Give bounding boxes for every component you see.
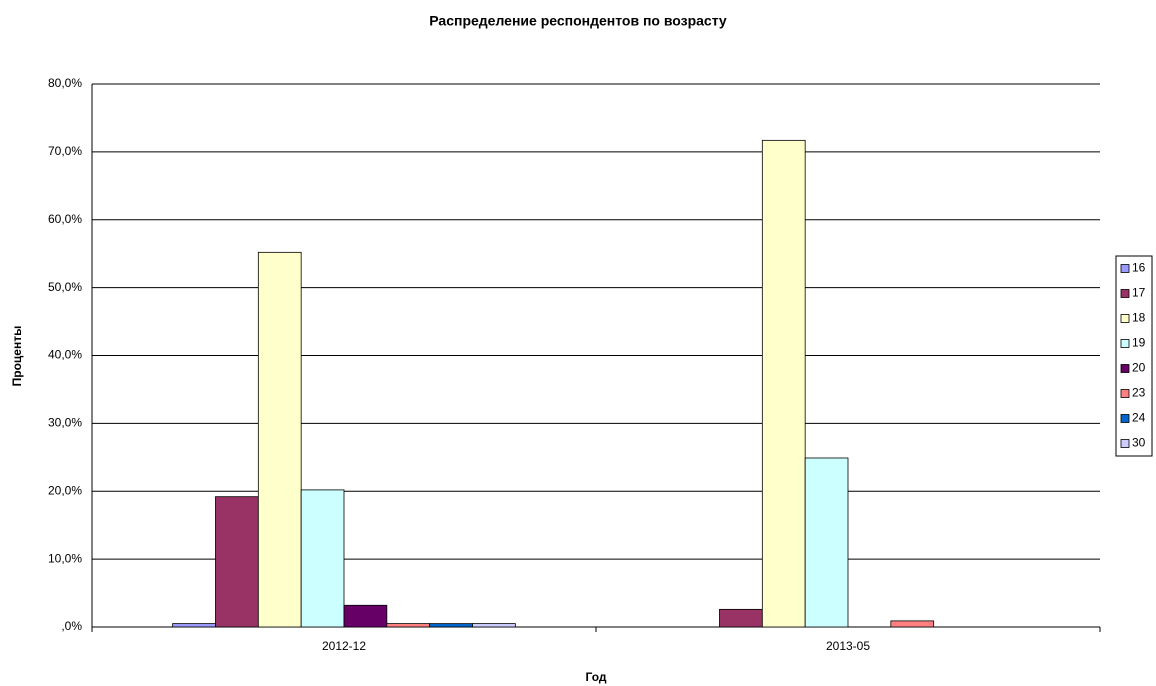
y-tick-label: 60,0% bbox=[48, 212, 82, 226]
legend-label: 23 bbox=[1132, 386, 1146, 400]
legend-label: 17 bbox=[1132, 286, 1146, 300]
legend-swatch bbox=[1120, 289, 1130, 298]
y-tick-label: 40,0% bbox=[48, 348, 82, 362]
bar bbox=[215, 496, 259, 628]
legend-label: 24 bbox=[1132, 411, 1146, 425]
legend-label: 30 bbox=[1132, 436, 1146, 450]
bar bbox=[890, 620, 935, 628]
y-tick-label: 80,0% bbox=[48, 76, 82, 90]
bar bbox=[429, 623, 473, 628]
bar bbox=[172, 623, 216, 628]
legend-swatch bbox=[1120, 439, 1130, 448]
legend-swatch bbox=[1120, 339, 1130, 348]
y-tick-label: 10,0% bbox=[48, 551, 82, 565]
bar bbox=[257, 251, 302, 628]
y-tick-label: 70,0% bbox=[48, 144, 82, 158]
y-tick-label: 50,0% bbox=[48, 280, 82, 294]
legend-label: 19 bbox=[1132, 336, 1146, 350]
y-tick-label: ,0% bbox=[61, 619, 82, 633]
legend-label: 18 bbox=[1132, 311, 1146, 325]
y-tick-label: 30,0% bbox=[48, 416, 82, 430]
legend-swatch bbox=[1120, 314, 1130, 323]
y-tick-label: 20,0% bbox=[48, 483, 82, 497]
legend-swatch bbox=[1120, 414, 1130, 423]
bar bbox=[719, 608, 763, 628]
x-axis-title: Год bbox=[586, 670, 607, 684]
x-tick-label: 2013-05 bbox=[826, 639, 870, 653]
bar bbox=[804, 457, 849, 628]
x-tick-label: 2012-12 bbox=[322, 639, 366, 653]
bar bbox=[386, 623, 431, 628]
legend-swatch bbox=[1120, 389, 1130, 398]
y-axis-title: Проценты bbox=[10, 326, 24, 387]
bar bbox=[472, 623, 516, 628]
legend-label: 20 bbox=[1132, 361, 1146, 375]
legend-swatch bbox=[1120, 364, 1130, 373]
bar bbox=[343, 604, 388, 628]
legend-swatch bbox=[1120, 264, 1130, 273]
bar bbox=[300, 489, 345, 628]
bar bbox=[761, 139, 806, 628]
legend-label: 16 bbox=[1132, 261, 1146, 275]
chart-title: Распределение респондентов по возрасту bbox=[429, 13, 727, 29]
